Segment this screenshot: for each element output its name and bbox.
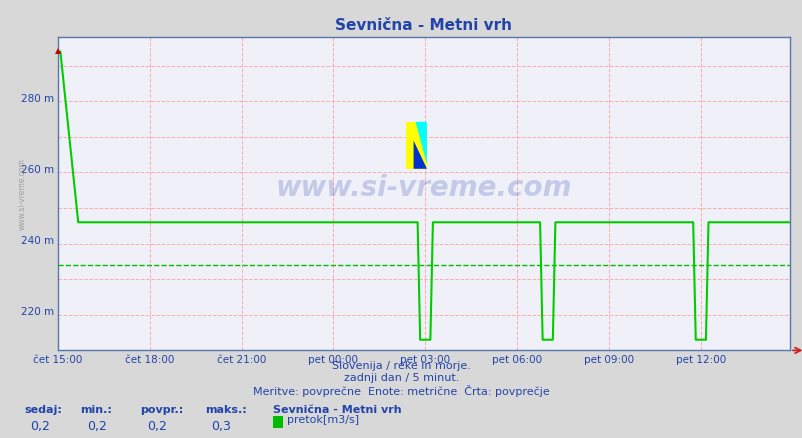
Text: 0,2: 0,2	[87, 420, 107, 433]
Polygon shape	[413, 141, 427, 169]
Text: min.:: min.:	[80, 405, 112, 415]
Text: 0,2: 0,2	[30, 420, 51, 433]
Text: 0,2: 0,2	[147, 420, 167, 433]
Text: povpr.:: povpr.:	[140, 405, 184, 415]
Text: zadnji dan / 5 minut.: zadnji dan / 5 minut.	[343, 373, 459, 383]
Title: Sevnična - Metni vrh: Sevnična - Metni vrh	[335, 18, 512, 33]
Text: Meritve: povprečne  Enote: metrične  Črta: povprečje: Meritve: povprečne Enote: metrične Črta:…	[253, 385, 549, 397]
Text: 0,3: 0,3	[211, 420, 231, 433]
Text: maks.:: maks.:	[205, 405, 246, 415]
Text: www.si-vreme.com: www.si-vreme.com	[275, 173, 572, 201]
Polygon shape	[415, 122, 427, 164]
Text: Slovenija / reke in morje.: Slovenija / reke in morje.	[332, 361, 470, 371]
Text: sedaj:: sedaj:	[24, 405, 62, 415]
Bar	[406, 122, 427, 169]
Text: pretok[m3/s]: pretok[m3/s]	[286, 415, 358, 425]
Text: www.si-vreme.com: www.si-vreme.com	[18, 158, 27, 230]
Text: Sevnična - Metni vrh: Sevnična - Metni vrh	[273, 405, 401, 415]
